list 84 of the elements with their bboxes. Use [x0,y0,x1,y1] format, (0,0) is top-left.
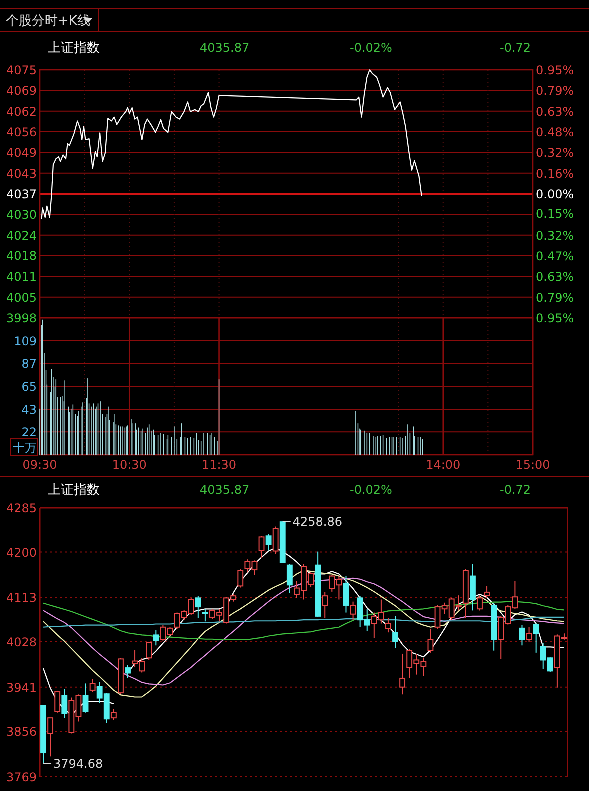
x-tick-label: 14:00 [426,458,461,472]
candlestick [62,688,68,719]
candlestick [272,526,279,555]
candlestick [470,564,476,612]
y-tick-label: 3856 [6,725,37,740]
candlestick [350,601,356,621]
y2-tick-label: 0.95% [536,312,574,326]
text: -0.02% [350,483,392,497]
text: 4035.87 [200,483,250,497]
annotation: 3794.68 [54,757,104,772]
chart-title: 上证指数 [48,483,100,498]
y2-tick-label: 0.15% [536,207,574,222]
candlestick [258,536,265,559]
text: -0.02% [350,41,392,55]
candlestick [400,653,406,696]
y-tick-label: 3769 [6,770,37,784]
annotation: 4258.86 [292,515,343,530]
y-axis-title: 十万 [13,441,37,455]
candlestick [484,586,490,599]
y-tick-label: 87 [22,357,37,372]
candlestick [110,708,117,721]
candlestick [48,718,54,758]
y-tick-label: 4030 [6,208,37,222]
candlestick [153,629,160,646]
candlestick [392,616,398,649]
x-tick-label: 09:30 [22,458,58,472]
y2-tick-label: 0.48% [536,126,574,140]
y2-tick-label: 0.16% [536,166,574,181]
candlestick [322,592,328,618]
candlestick [519,624,526,646]
text: -0.72 [500,483,532,497]
candlestick [266,534,272,552]
chart-title: 上证指数 [48,41,100,56]
candlestick [343,576,350,614]
y-tick-label: 4200 [6,546,37,560]
line-series [41,70,422,220]
y2-tick-label: 0.79% [536,84,574,98]
candlestick [526,626,532,642]
y2-tick-label: 0.00% [536,188,574,202]
y2-tick-label: 0.63% [536,270,574,284]
y2-tick-label: 0.32% [536,146,574,160]
y2-tick-label: 0.32% [536,228,574,243]
x-tick-label: 15:00 [516,458,550,472]
candlestick [386,618,392,634]
y-tick-label: 4018 [6,249,37,264]
y-tick-label: 3941 [6,680,37,695]
candlestick [195,596,202,618]
text: -0.72 [500,41,532,55]
y-tick-label: 22 [22,426,37,440]
y-tick-label: 4062 [6,104,37,119]
y-tick-label: 3998 [6,312,37,326]
candlestick [286,564,293,594]
y2-tick-label: 0.79% [536,290,574,305]
y-tick-label: 4056 [6,125,37,140]
y-tick-label: 4285 [6,502,37,516]
y-tick-label: 4037 [6,188,37,202]
y2-tick-label: 0.47% [536,250,574,264]
candlestick [477,595,483,612]
y-tick-label: 43 [22,403,37,418]
y-tick-label: 4049 [6,146,37,160]
candlestick [202,608,208,622]
candlestick [125,664,131,679]
y-tick-label: 65 [22,380,37,394]
text: 4035.87 [200,41,250,55]
y-tick-label: 4075 [6,64,37,78]
x-tick-label: 11:30 [202,458,237,472]
y-tick-label: 4005 [6,290,37,305]
candlestick [146,641,152,661]
candlestick [54,690,61,714]
y-tick-label: 109 [14,334,37,348]
y-tick-label: 4043 [6,166,37,181]
candlestick [82,683,89,714]
candlestick [428,628,434,654]
y2-tick-label: 0.95% [536,64,574,78]
x-tick-label: 10:30 [112,458,147,472]
candlestick [90,679,96,693]
y-tick-label: 4011 [6,270,37,284]
y-tick-label: 4113 [6,591,37,606]
y-tick-label: 4024 [6,228,37,243]
candlestick [238,568,244,588]
y2-tick-label: 0.63% [536,104,574,119]
y-tick-label: 4069 [6,84,37,98]
y-tick-label: 4028 [6,635,37,650]
candlestick [533,623,540,654]
